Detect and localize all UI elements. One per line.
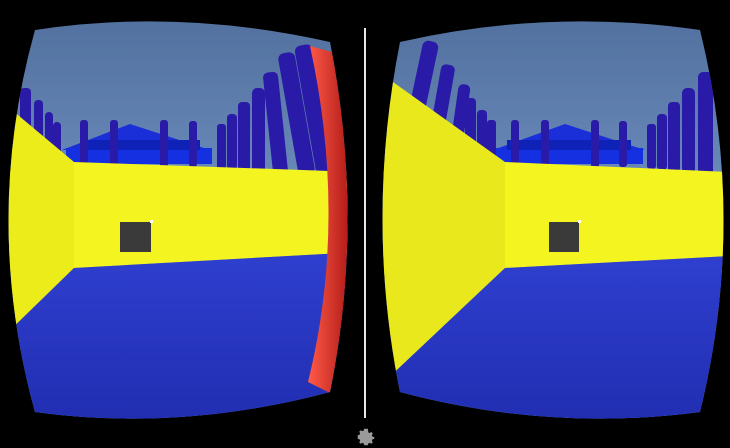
floor: [8, 252, 348, 419]
left-eye-view: [8, 21, 348, 419]
distant-building: [493, 124, 645, 164]
gaze-reticle: [549, 222, 579, 252]
left-wall: [8, 100, 74, 340]
distant-building: [62, 124, 212, 164]
left-wall: [382, 62, 505, 400]
gear-icon[interactable]: [355, 426, 377, 448]
eye-divider: [364, 28, 366, 418]
right-eye-view: [382, 21, 724, 419]
front-wall: [505, 162, 724, 268]
focus-indicator: [308, 46, 348, 394]
gaze-reticle: [120, 222, 151, 252]
floor: [382, 256, 724, 419]
reticle-dot: [578, 220, 581, 223]
reticle-dot: [150, 220, 153, 223]
front-wall: [74, 162, 348, 268]
